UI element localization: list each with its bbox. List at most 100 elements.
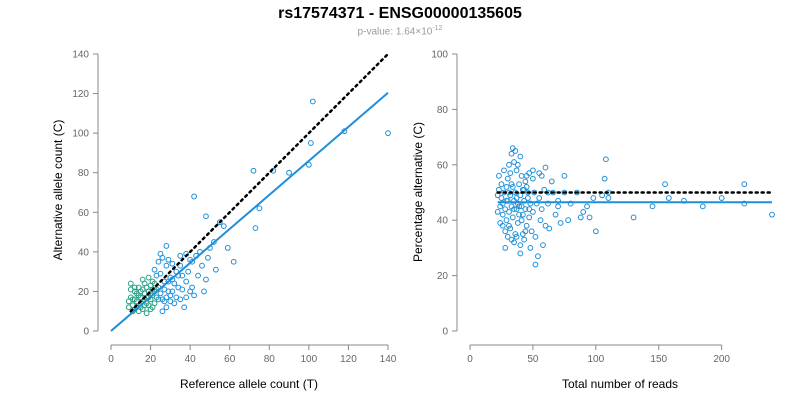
right-data-point [530, 167, 536, 174]
right-data-point [541, 186, 548, 193]
right-data-point [546, 225, 553, 232]
left-data-point [210, 239, 217, 245]
right-data-point [524, 195, 531, 201]
right-data-point [542, 164, 549, 171]
left-x-tick-label: 140 [380, 354, 397, 365]
right-data-point [518, 217, 525, 224]
right-data-point [538, 206, 545, 213]
right-data-point [522, 178, 529, 185]
right-data-point [521, 236, 528, 243]
left-data-point [385, 130, 391, 137]
pvalue-exponent: -12 [432, 25, 443, 32]
right-data-point [605, 195, 612, 201]
right-data-point [496, 172, 502, 179]
right-data-point [514, 200, 521, 207]
allele-count-scatter: Reference allele count (T) Alternative a… [51, 50, 397, 392]
right-data-point [517, 250, 524, 257]
left-data-point [131, 284, 138, 291]
left-data-point [153, 272, 160, 279]
right-y-tick-label: 0 [442, 327, 448, 338]
pvalue-text: p-value: 1.64×10 [357, 26, 433, 38]
right-data-point [532, 233, 539, 240]
right-data-point [504, 233, 511, 240]
left-data-point [155, 258, 162, 265]
right-data-point [718, 195, 725, 201]
right-data-point [512, 148, 519, 154]
right-data-point [504, 175, 511, 182]
right-data-point [513, 167, 520, 174]
left-data-point [201, 288, 207, 295]
right-data-point [532, 261, 539, 268]
right-y-axis-label: Percentage alternative (C) [411, 122, 425, 262]
right-y-tick-label: 100 [431, 50, 448, 61]
right-x-tick-label: 150 [650, 354, 667, 365]
right-data-point [601, 175, 608, 182]
left-data-point [177, 296, 184, 303]
right-data-point [516, 181, 522, 188]
left-data-point [187, 288, 194, 295]
right-data-point [517, 153, 524, 160]
right-data-point [537, 217, 544, 224]
right-data-point [494, 208, 501, 215]
right-data-point [507, 170, 514, 177]
left-data-point [252, 225, 259, 232]
right-data-point [522, 228, 529, 235]
left-x-tick-label: 100 [301, 354, 318, 365]
right-data-point [506, 208, 512, 215]
left-reference-line [129, 52, 390, 313]
right-data-point [511, 239, 517, 246]
left-data-point [129, 296, 136, 303]
left-y-tick-label: 40 [78, 247, 90, 258]
left-data-point [191, 292, 198, 299]
right-data-point [565, 217, 572, 224]
right-data-point [649, 203, 656, 210]
right-data-point [498, 195, 505, 201]
left-data-point [161, 286, 168, 293]
left-data-point [141, 280, 148, 287]
right-y-tick-label: 60 [437, 160, 449, 171]
left-data-point [163, 304, 170, 311]
left-x-tick-label: 20 [145, 354, 157, 365]
left-data-point [151, 300, 158, 307]
left-y-tick-label: 120 [72, 89, 89, 100]
left-data-point [230, 258, 237, 265]
right-x-tick-label: 0 [467, 354, 473, 365]
right-data-point [567, 200, 574, 207]
right-data-point [580, 208, 587, 215]
right-x-axis-label: Total number of reads [562, 377, 678, 391]
right-data-point [681, 197, 687, 204]
left-y-tick-label: 80 [78, 168, 90, 179]
right-data-point [497, 203, 504, 210]
left-data-point [307, 140, 314, 146]
right-data-point [552, 211, 559, 218]
right-data-point [665, 195, 672, 201]
right-data-point [741, 200, 748, 207]
left-y-tick-label: 0 [83, 327, 89, 338]
right-data-point [503, 184, 510, 190]
right-data-point [506, 222, 512, 229]
right-data-point [526, 214, 533, 221]
right-x-tick-label: 100 [587, 354, 604, 365]
right-data-point [499, 211, 506, 218]
left-data-point [177, 252, 184, 259]
left-data-point [157, 250, 164, 257]
right-data-point [503, 217, 510, 224]
right-data-point [527, 200, 534, 207]
left-x-axis-label: Reference allele count (T) [180, 377, 318, 391]
right-data-point [540, 242, 546, 249]
right-data-point [508, 181, 515, 188]
left-data-point [305, 161, 312, 168]
left-data-point [163, 294, 170, 301]
left-data-point [163, 243, 170, 249]
right-data-point [769, 211, 775, 218]
right-data-point [555, 203, 561, 210]
left-y-tick-label: 60 [78, 208, 90, 219]
right-data-point [561, 172, 568, 179]
left-data-point [143, 310, 150, 317]
right-data-point [516, 211, 522, 218]
left-x-tick-label: 60 [224, 354, 236, 365]
left-data-point [189, 258, 196, 265]
left-data-point [286, 169, 292, 176]
right-data-point [517, 242, 524, 249]
right-data-point [508, 150, 515, 157]
